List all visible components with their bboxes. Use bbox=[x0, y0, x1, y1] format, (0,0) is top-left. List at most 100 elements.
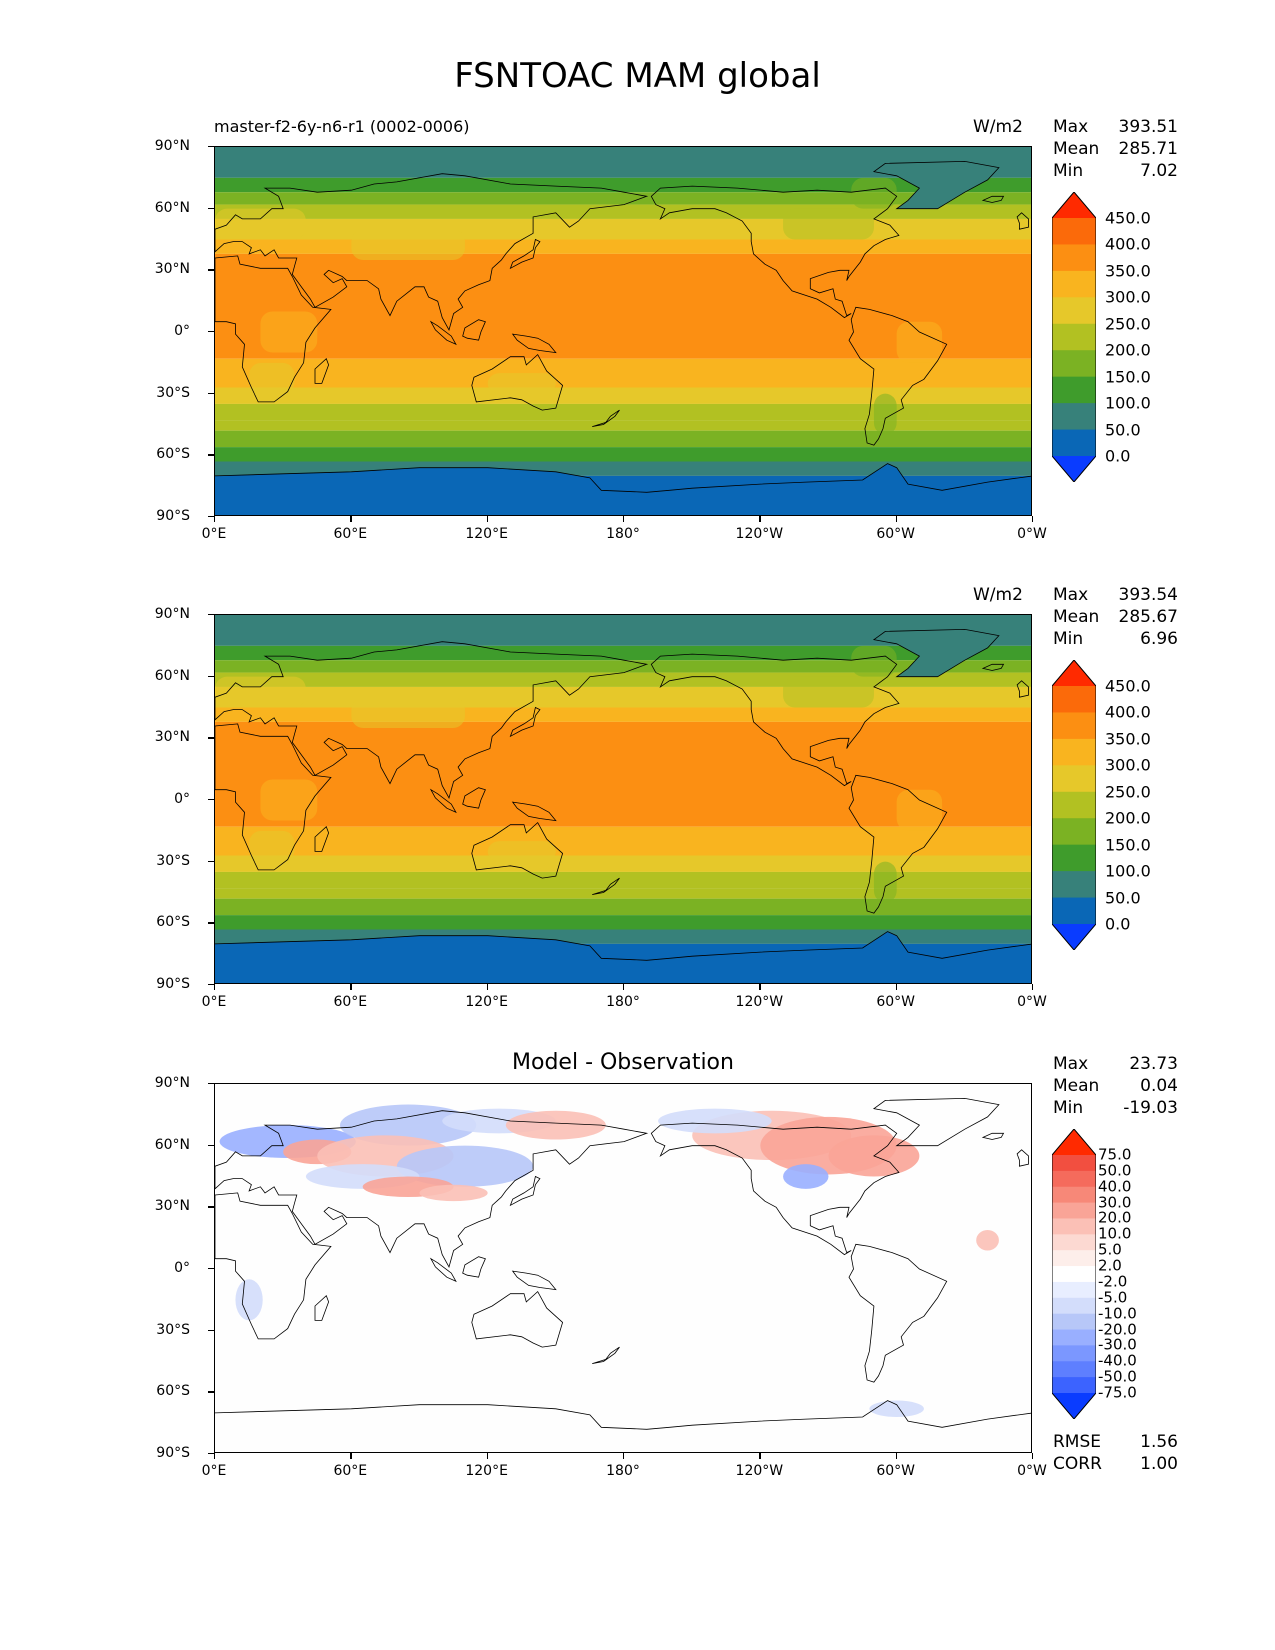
zonal-band-12 bbox=[215, 915, 1031, 930]
colorbar-tick-label: 50.0 bbox=[1098, 1161, 1132, 1180]
lat-tick-mark bbox=[208, 1083, 214, 1085]
coastline-borneo bbox=[462, 1256, 486, 1278]
land-overlay-3 bbox=[873, 861, 897, 903]
colorbar-segment bbox=[1052, 1361, 1096, 1378]
panel-difference: Model - Observation Max 23.73 Mean 0.04 … bbox=[0, 1050, 1275, 1533]
colorbar-segment bbox=[1052, 270, 1096, 298]
rmse-value: 1.56 bbox=[1140, 1432, 1178, 1452]
coastlines bbox=[215, 160, 1031, 493]
land-overlay-7 bbox=[851, 645, 897, 677]
lat-tick-mark bbox=[208, 799, 214, 801]
zonal-band-5 bbox=[215, 707, 1031, 722]
coastline-madagascar bbox=[314, 826, 330, 852]
lon-tick-label: 60°E bbox=[333, 526, 368, 542]
land-overlay-3 bbox=[873, 393, 897, 435]
colorbar-segment bbox=[1052, 1186, 1096, 1204]
coastline-europe_asia bbox=[215, 173, 649, 331]
lat-tick-label: 60°S bbox=[156, 1383, 190, 1400]
stat-min-value: 6.96 bbox=[1140, 629, 1178, 649]
coastline-europe_asia bbox=[215, 1110, 649, 1268]
lon-tick-label: 0°E bbox=[201, 1463, 227, 1479]
stat-min-label: Min bbox=[1053, 1098, 1084, 1118]
lon-tick-mark bbox=[486, 516, 488, 522]
coastline-north_america bbox=[650, 185, 900, 319]
colorbar-segment bbox=[1052, 1250, 1096, 1267]
lon-tick-label: 60°E bbox=[333, 1463, 368, 1479]
coastline-borneo bbox=[462, 319, 486, 341]
lat-tick-label: 30°S bbox=[156, 852, 190, 869]
colorbar-segment bbox=[1052, 244, 1096, 272]
antarctica-fill bbox=[215, 463, 1031, 515]
lon-tick-label: 60°E bbox=[333, 994, 368, 1010]
lon-tick-label: 0°E bbox=[201, 994, 227, 1010]
panel-model: master-f2-6y-n6-r1 (0002-0006) W/m2 Max … bbox=[0, 117, 1275, 596]
coastline-japan bbox=[509, 706, 541, 738]
colorbar-tick-label: -30.0 bbox=[1098, 1335, 1137, 1354]
land-overlay-4 bbox=[487, 373, 556, 394]
coastline-antarctica bbox=[215, 931, 1031, 961]
lon-tick-label: 0°W bbox=[1017, 1463, 1047, 1479]
coastlines bbox=[215, 1097, 1031, 1430]
colorbar-tick-label: 300.0 bbox=[1105, 755, 1151, 775]
colorbar-tick-label: 200.0 bbox=[1105, 808, 1151, 828]
land-overlay-6 bbox=[783, 208, 874, 240]
colorbar bbox=[1052, 192, 1096, 482]
figure-title: FSNTOAC MAM global bbox=[454, 56, 821, 96]
corr-value: 1.00 bbox=[1140, 1454, 1178, 1474]
colorbar-tick-label: 150.0 bbox=[1105, 835, 1151, 855]
lat-tick-mark bbox=[208, 675, 214, 677]
colorbar-tick-label: 450.0 bbox=[1105, 208, 1151, 228]
stat-mean-value: 285.71 bbox=[1118, 139, 1178, 159]
lon-tick-label: 60°W bbox=[876, 526, 915, 542]
lat-tick-mark bbox=[208, 1268, 214, 1270]
colorbar-segment bbox=[1052, 844, 1096, 872]
units-label: W/m2 bbox=[973, 117, 1023, 137]
lon-tick-mark bbox=[1032, 1453, 1034, 1459]
zonal-band-1 bbox=[215, 177, 1031, 193]
colorbar-tick-label: 2.0 bbox=[1098, 1256, 1122, 1275]
colorbar-tick-label: 400.0 bbox=[1105, 702, 1151, 722]
stat-mean-value: 285.67 bbox=[1118, 607, 1178, 627]
lat-tick-mark bbox=[208, 737, 214, 739]
lon-tick-mark bbox=[350, 984, 352, 990]
lon-tick-mark bbox=[350, 1453, 352, 1459]
greenland-fill bbox=[873, 161, 999, 209]
colorbar-segment bbox=[1052, 1313, 1096, 1331]
colorbar-tick-label: -40.0 bbox=[1098, 1351, 1137, 1370]
stat-max-label: Max bbox=[1053, 117, 1089, 137]
lat-tick-label: 90°S bbox=[156, 1445, 190, 1461]
lon-tick-mark bbox=[1032, 984, 1034, 990]
stat-mean-label: Mean bbox=[1053, 607, 1100, 627]
stat-min-label: Min bbox=[1053, 161, 1084, 181]
lon-tick-mark bbox=[759, 516, 761, 522]
lon-tick-mark bbox=[623, 984, 625, 990]
map-plot-area bbox=[214, 146, 1032, 516]
lat-tick-label: 90°N bbox=[154, 606, 190, 622]
rmse-label: RMSE bbox=[1053, 1432, 1102, 1452]
colorbar-segment bbox=[1052, 738, 1096, 766]
difference-blob-15 bbox=[976, 1229, 999, 1251]
colorbar-tick-label: 10.0 bbox=[1098, 1224, 1132, 1243]
zonal-band-12 bbox=[215, 447, 1031, 462]
colorbar-extend-bottom bbox=[1052, 456, 1096, 482]
coastline-borneo bbox=[462, 787, 486, 809]
lon-tick-label: 180° bbox=[606, 526, 640, 542]
coastline-iceland bbox=[981, 1132, 1005, 1140]
difference-blob-9 bbox=[419, 1184, 488, 1202]
colorbar-segment bbox=[1052, 429, 1096, 457]
coastline-south_america bbox=[848, 774, 948, 914]
stat-max-value: 23.73 bbox=[1129, 1054, 1178, 1074]
zonal-band-8 bbox=[215, 387, 1031, 404]
lat-tick-mark bbox=[208, 207, 214, 209]
difference-blob-1 bbox=[339, 1104, 477, 1146]
colorbar bbox=[1052, 660, 1096, 950]
colorbar-tick-label: -5.0 bbox=[1098, 1288, 1128, 1307]
colorbar-tick-label: 450.0 bbox=[1105, 676, 1151, 696]
map-plot-area bbox=[214, 1083, 1032, 1453]
land-overlay-5 bbox=[351, 697, 465, 729]
colorbar-segment bbox=[1052, 1329, 1096, 1346]
colorbar-segment bbox=[1052, 1345, 1096, 1362]
stat-min-label: Min bbox=[1053, 629, 1084, 649]
lat-tick-mark bbox=[208, 392, 214, 394]
colorbar-tick-label: 250.0 bbox=[1105, 314, 1151, 334]
